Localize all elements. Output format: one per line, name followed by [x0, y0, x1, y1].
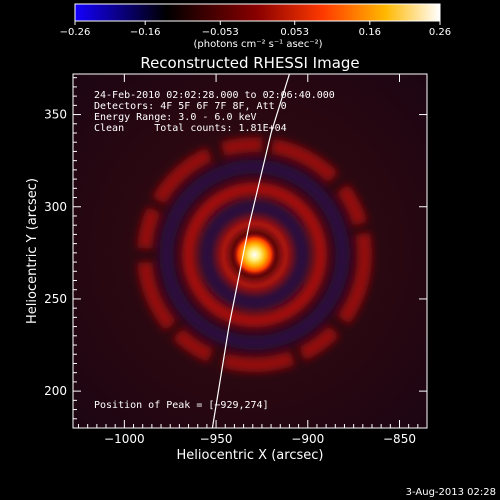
- colorbar-tick-label: −0.053: [202, 27, 239, 38]
- emission-ring: [218, 218, 291, 291]
- negative-ring: [199, 199, 310, 310]
- y-tick-label: 300: [44, 200, 67, 214]
- y-tick-label: 250: [44, 292, 67, 306]
- colorbar-tick-label: 0.053: [280, 27, 309, 38]
- date-stamp: 3-Aug-2013 02:28: [406, 487, 496, 498]
- emission-ring: [182, 182, 328, 328]
- emission-rings: [137, 137, 373, 373]
- colorbar: −0.26 −0.16 −0.053 0.053 0.16 0.26 (photons c…: [60, 3, 451, 50]
- colorbar-ticks: −0.26 −0.16 −0.053 0.053 0.16 0.26: [60, 21, 451, 38]
- annotation-detectors: Detectors: 4F 5F 6F 7F 8F, Att 0: [94, 101, 287, 112]
- colorbar-tick-label: −0.26: [60, 27, 91, 38]
- y-tick-label: 350: [44, 108, 67, 122]
- colorbar-tick-label: −0.16: [130, 27, 161, 38]
- colorbar-gradient: [74, 3, 441, 22]
- x-tick-label: −1000: [104, 432, 145, 446]
- y-tick-label: 200: [44, 384, 67, 398]
- plot-area: [73, 74, 427, 428]
- colorbar-units: (photons cm⁻² s⁻¹ asec⁻²): [193, 39, 322, 50]
- x-tick-label: −900: [291, 432, 324, 446]
- y-axis-label: Heliocentric Y (arcsec): [25, 178, 40, 324]
- negative-ring: [159, 159, 350, 350]
- x-tick-label: −950: [200, 432, 233, 446]
- emission-ring: [137, 137, 373, 373]
- annotation-peak-position: Position of Peak = [−929,274]: [94, 400, 269, 411]
- annotation-time-range: 24-Feb-2010 02:02:28.000 to 02:06:40.000: [94, 90, 335, 101]
- peak-source: [232, 232, 277, 277]
- y-axis: 200 250 300 350: [44, 77, 427, 420]
- annotation-energy-range: Energy Range: 3.0 - 6.0 keV: [94, 112, 257, 123]
- x-axis-label: Heliocentric X (arcsec): [177, 448, 324, 463]
- colorbar-tick-label: 0.16: [359, 27, 381, 38]
- colorbar-tick-label: 0.26: [429, 27, 451, 38]
- chart-title: Reconstructed RHESSI Image: [140, 54, 359, 72]
- solar-limb-line: [211, 74, 291, 428]
- annotation-counts: Clean Total counts: 1.81E+04: [94, 123, 287, 134]
- plot-frame: [72, 73, 428, 429]
- x-axis: −1000 −950 −900 −850: [78, 74, 428, 446]
- x-tick-label: −850: [383, 432, 416, 446]
